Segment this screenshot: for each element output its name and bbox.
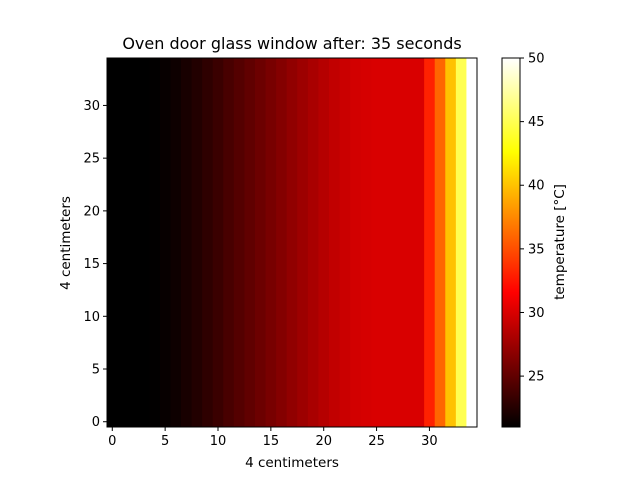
heatmap-column-8	[191, 58, 203, 427]
heatmap-column-21	[329, 58, 341, 427]
y-tick-label: 15	[83, 257, 100, 272]
heatmap-column-5	[159, 58, 172, 427]
heatmap-column-9	[202, 58, 214, 427]
colorbar-tick-label: 30	[528, 306, 545, 321]
plot-frame	[106, 57, 478, 428]
heatmap-column-18	[297, 58, 309, 427]
heatmap-column-25	[371, 58, 383, 427]
heatmap-column-17	[286, 58, 298, 427]
colorbar	[501, 57, 521, 428]
heatmap-column-30	[424, 58, 436, 427]
y-tick-label: 30	[83, 99, 100, 114]
heatmap-column-26	[381, 58, 394, 427]
heatmap-column-28	[403, 58, 415, 427]
colorbar-tick-label: 40	[528, 179, 545, 194]
heatmap-column-11	[223, 58, 235, 427]
x-axis-ticks: 0 5 10 15 20 25 30	[108, 427, 438, 449]
heatmap-column-33	[455, 58, 468, 427]
x-tick-label: 15	[263, 434, 280, 449]
heatmap-column-22	[339, 58, 351, 427]
chart-title: Oven door glass window after: 35 seconds	[122, 34, 461, 53]
heatmap-column-3	[138, 58, 150, 427]
y-tick-label: 10	[83, 310, 100, 325]
colorbar-label: temperature [°C]	[552, 184, 568, 300]
heatmap-column-6	[170, 58, 182, 427]
y-tick-label: 0	[92, 415, 100, 430]
heatmap-column-14	[255, 58, 267, 427]
heatmap-column-31	[434, 58, 446, 427]
colorbar-tick-label: 35	[528, 242, 545, 257]
y-axis-ticks: 0 5 10 15 20 25 30	[83, 99, 107, 430]
heatmap-column-20	[318, 58, 330, 427]
heatmap-column-32	[445, 58, 457, 427]
heatmap-column-27	[392, 58, 404, 427]
colorbar-tick-label: 45	[528, 115, 545, 130]
y-tick-label: 25	[83, 152, 100, 167]
colorbar-tick-label: 25	[528, 370, 545, 385]
heatmap-column-34	[466, 58, 478, 427]
heatmap-column-0	[107, 58, 119, 427]
x-tick-label: 5	[161, 434, 169, 449]
heatmap-cells	[107, 58, 478, 427]
heatmap-column-23	[350, 58, 362, 427]
x-axis-label: 4 centimeters	[245, 455, 339, 471]
heatmap-column-10	[212, 58, 224, 427]
heatmap-column-29	[413, 58, 425, 427]
colorbar-ticks: 25 30 35 40 45 50	[520, 52, 545, 385]
y-axis-label: 4 centimeters	[58, 196, 74, 290]
colorbar-tick-label: 50	[528, 52, 545, 67]
heatmap-column-7	[181, 58, 193, 427]
heatmap-column-12	[233, 58, 246, 427]
heatmap-column-19	[307, 58, 320, 427]
x-tick-label: 30	[421, 434, 438, 449]
y-tick-label: 20	[83, 204, 100, 219]
x-tick-label: 0	[108, 434, 116, 449]
y-tick-label: 5	[92, 363, 100, 378]
heatmap-column-4	[149, 58, 161, 427]
heatmap-column-24	[360, 58, 372, 427]
heatmap-column-1	[117, 58, 129, 427]
heatmap-column-13	[244, 58, 256, 427]
x-tick-label: 10	[210, 434, 227, 449]
x-tick-label: 25	[368, 434, 385, 449]
heatmap-column-2	[128, 58, 140, 427]
heatmap-column-16	[276, 58, 288, 427]
x-tick-label: 20	[315, 434, 332, 449]
heatmap-column-15	[265, 58, 277, 427]
